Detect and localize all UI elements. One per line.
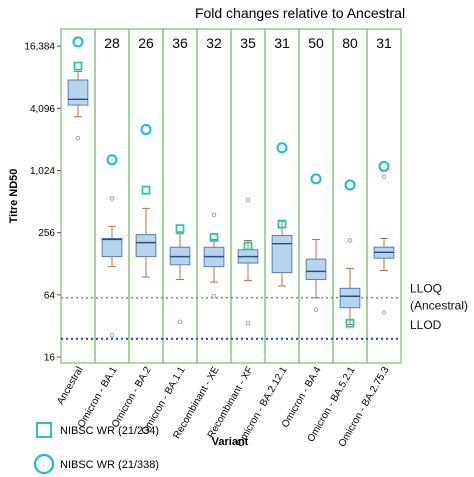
outlier-point [245, 320, 251, 326]
outlier-point [381, 174, 387, 180]
fold-change-label: 26 [138, 35, 154, 51]
chart-title: Fold changes relative to Ancestral [195, 5, 405, 21]
panel-6 [264, 28, 300, 364]
outlier-point [109, 196, 115, 201]
panel-2 [128, 28, 164, 364]
legend-label: NIBSC WR (21/338) [60, 459, 159, 471]
box-6 [271, 235, 293, 274]
fold-change-label: 28 [104, 35, 120, 51]
wr-square-marker [277, 219, 287, 229]
outlier-point [211, 212, 217, 218]
panel-4 [196, 28, 232, 364]
panel-3 [162, 28, 198, 364]
reference-markers [72, 36, 390, 328]
wr-circle-marker [310, 173, 322, 185]
wr-circle-marker [72, 36, 84, 48]
box-2 [135, 234, 157, 258]
fold-change-label: 80 [342, 35, 358, 51]
legend-circle-icon [33, 453, 55, 475]
fold-change-label: 50 [308, 35, 324, 51]
panel-5 [230, 28, 266, 364]
wr-circle-marker [140, 124, 152, 136]
box-0 [67, 79, 89, 106]
x-axis-label: Variant [212, 436, 249, 448]
wr-square-marker [141, 185, 151, 195]
outlier-point [381, 310, 387, 315]
y-tick-label: 4,096 [30, 104, 55, 115]
outlier-point [75, 136, 81, 141]
y-tick-label: 256 [38, 228, 55, 239]
y-tick-label: 16 [44, 353, 56, 364]
outlier-point [347, 238, 353, 243]
outlier-point [313, 307, 319, 312]
panel-1 [94, 28, 130, 364]
fold-change-label: 36 [172, 35, 188, 51]
wr-square-marker [175, 224, 185, 234]
panel-9 [366, 28, 402, 364]
outlier-point [211, 294, 217, 299]
y-tick-label: 64 [44, 290, 56, 301]
legend-square-icon [36, 422, 52, 438]
wr-square-marker [243, 241, 253, 251]
outlier-point [177, 319, 183, 325]
boxes [67, 71, 395, 338]
reference-label-1: LLOD [410, 318, 442, 332]
reference-label-0: LLOQ (Ancestral) [410, 282, 468, 313]
fold-change-label: 32 [206, 35, 222, 51]
outlier-point [245, 197, 251, 203]
category-label: Ancestral [55, 365, 85, 407]
wr-circle-marker [276, 142, 288, 154]
panels [60, 28, 402, 364]
wr-square-marker [345, 318, 355, 328]
box-1 [101, 237, 123, 258]
wr-square-marker [209, 233, 219, 242]
reference-lines [61, 296, 401, 340]
outlier-point [109, 332, 115, 338]
legend-label: NIBSC WR (21/234) [60, 425, 159, 437]
wr-circle-marker [106, 154, 118, 166]
y-tick-label: 1,024 [30, 166, 55, 177]
y-tick-label: 16,384 [24, 42, 55, 53]
box-7 [305, 258, 327, 281]
wr-square-marker [73, 61, 83, 71]
panel-7 [298, 28, 334, 364]
fold-change-label: 35 [240, 35, 256, 51]
fold-change-label: 31 [274, 35, 290, 51]
box-8 [339, 287, 361, 309]
fold-change-label: 31 [376, 35, 392, 51]
y-axis-label: Titre ND50 [8, 169, 20, 224]
wr-circle-marker [378, 160, 390, 172]
wr-circle-marker [344, 179, 356, 191]
legend: NIBSC WR (21/234) NIBSC WR (21/338) [33, 422, 159, 475]
